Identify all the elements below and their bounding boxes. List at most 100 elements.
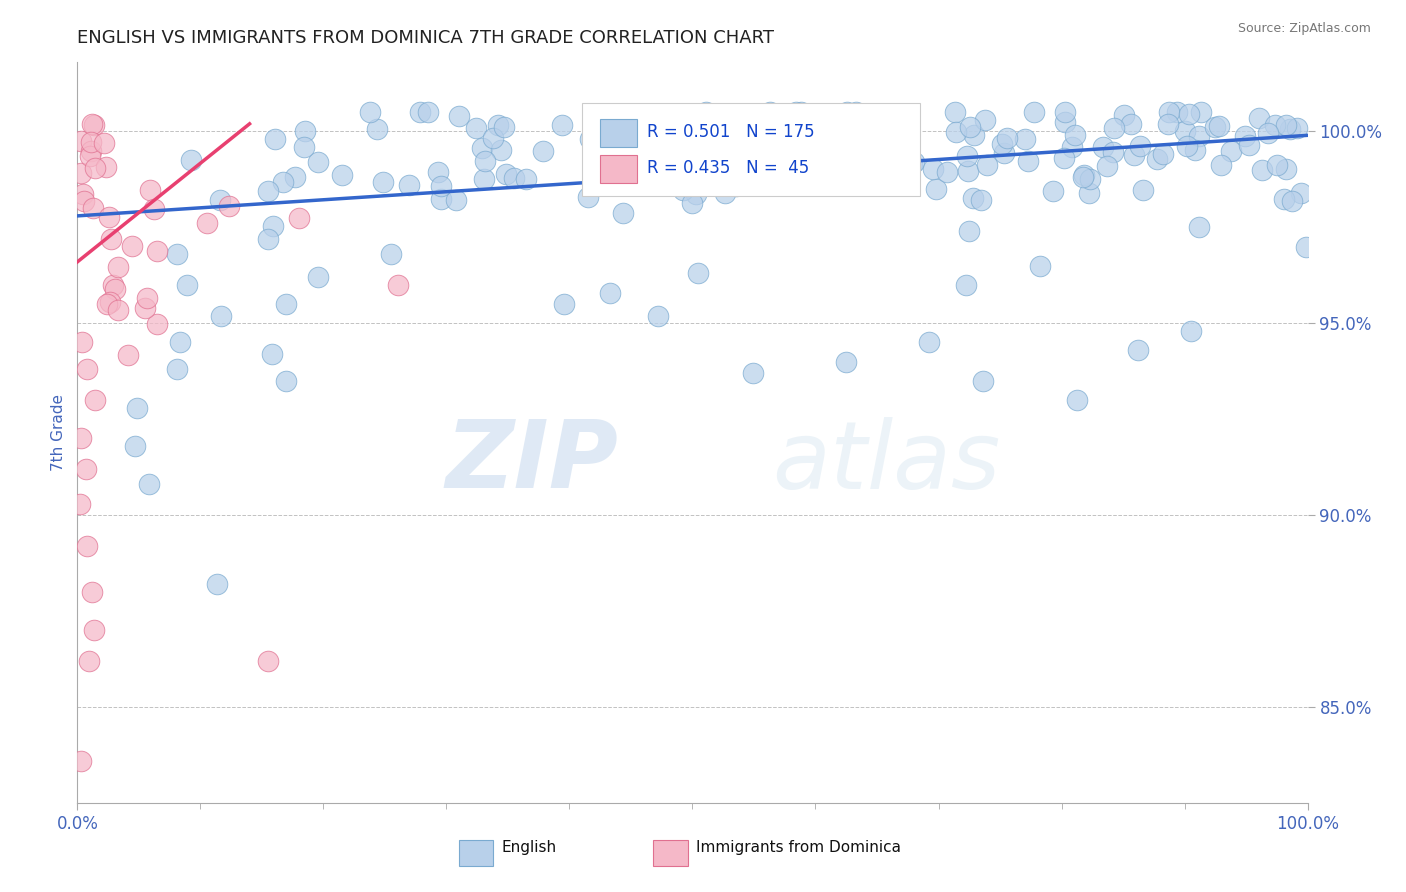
- Point: [835, 354, 858, 368]
- Point: [489, 143, 512, 157]
- Point: [1234, 129, 1257, 144]
- Point: [973, 113, 995, 128]
- Point: [97, 210, 120, 224]
- FancyBboxPatch shape: [654, 840, 688, 866]
- Point: [860, 176, 883, 190]
- Point: [398, 178, 420, 192]
- Point: [80, 117, 103, 131]
- Point: [553, 297, 575, 311]
- Point: [1054, 105, 1077, 120]
- Text: Source: ZipAtlas.com: Source: ZipAtlas.com: [1237, 22, 1371, 36]
- Point: [1208, 119, 1230, 133]
- Point: [124, 439, 146, 453]
- Point: [83, 118, 105, 132]
- Point: [387, 277, 409, 292]
- Point: [1017, 154, 1039, 169]
- Point: [785, 105, 807, 120]
- Point: [893, 150, 915, 164]
- Point: [1122, 148, 1144, 162]
- Point: [970, 193, 993, 207]
- Point: [82, 202, 104, 216]
- Point: [875, 162, 897, 177]
- Point: [681, 196, 703, 211]
- Point: [218, 199, 240, 213]
- Point: [1159, 105, 1181, 120]
- Point: [1112, 108, 1135, 122]
- Point: [72, 194, 94, 208]
- Point: [294, 124, 316, 138]
- Point: [963, 128, 986, 142]
- Point: [330, 168, 353, 182]
- Point: [76, 539, 98, 553]
- Point: [271, 175, 294, 189]
- Point: [579, 131, 602, 145]
- Point: [1102, 145, 1125, 159]
- Point: [371, 175, 394, 189]
- Point: [208, 193, 231, 207]
- Point: [447, 109, 470, 123]
- Point: [1132, 183, 1154, 197]
- Point: [471, 141, 494, 155]
- Point: [599, 285, 621, 300]
- Point: [84, 161, 107, 176]
- Point: [1272, 192, 1295, 206]
- Point: [789, 106, 811, 120]
- Point: [70, 754, 93, 768]
- Point: [995, 130, 1018, 145]
- Point: [76, 362, 98, 376]
- Point: [1178, 107, 1201, 121]
- Point: [759, 105, 782, 120]
- Point: [515, 172, 537, 186]
- Point: [1063, 128, 1085, 142]
- Point: [1257, 126, 1279, 140]
- Point: [502, 170, 524, 185]
- Point: [1128, 138, 1150, 153]
- Point: [143, 202, 166, 216]
- Point: [136, 292, 159, 306]
- Point: [80, 584, 103, 599]
- Point: [1060, 140, 1083, 154]
- Point: [107, 260, 129, 274]
- Point: [1156, 117, 1178, 131]
- Point: [672, 183, 695, 197]
- Point: [1104, 121, 1126, 136]
- Point: [834, 124, 856, 138]
- Point: [101, 278, 124, 293]
- Point: [1174, 124, 1197, 138]
- Point: [93, 136, 115, 150]
- Point: [80, 136, 103, 150]
- Text: Immigrants from Dominica: Immigrants from Dominica: [696, 839, 901, 855]
- Point: [695, 105, 717, 120]
- Point: [1042, 185, 1064, 199]
- Point: [1279, 121, 1302, 136]
- Point: [837, 105, 859, 120]
- Point: [418, 105, 440, 120]
- Point: [100, 232, 122, 246]
- Point: [205, 577, 228, 591]
- Point: [685, 186, 707, 201]
- Point: [495, 167, 517, 181]
- Point: [972, 374, 994, 388]
- Point: [1184, 144, 1206, 158]
- Point: [76, 462, 98, 476]
- Text: R = 0.435   N =  45: R = 0.435 N = 45: [647, 159, 810, 178]
- Point: [943, 105, 966, 120]
- Point: [1295, 239, 1317, 253]
- Point: [409, 105, 432, 120]
- Point: [925, 182, 948, 196]
- Point: [481, 130, 503, 145]
- Point: [990, 136, 1012, 151]
- Point: [83, 392, 105, 407]
- Point: [176, 277, 198, 292]
- Point: [1281, 194, 1303, 208]
- Point: [756, 154, 779, 169]
- Point: [107, 303, 129, 318]
- Point: [146, 318, 169, 332]
- Point: [955, 277, 977, 292]
- Point: [772, 173, 794, 187]
- Point: [956, 148, 979, 162]
- Point: [287, 211, 309, 225]
- Point: [121, 239, 143, 253]
- Point: [263, 132, 285, 146]
- Point: [1091, 140, 1114, 154]
